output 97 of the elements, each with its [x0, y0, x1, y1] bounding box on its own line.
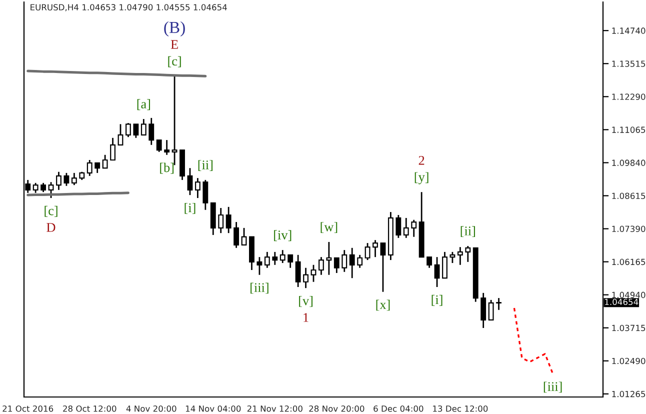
- candlestick: [110, 137, 116, 161]
- y-tick-label: 1.12290: [612, 94, 646, 100]
- annotation: [iii]: [544, 382, 562, 393]
- x-tick-label: 13 Dec 12:00: [433, 405, 488, 412]
- candlestick: [126, 122, 131, 138]
- annotation: [iv]: [274, 230, 292, 242]
- candlestick: [396, 214, 402, 239]
- y-tick-label: 1.09840: [612, 160, 646, 166]
- candlestick: [480, 292, 486, 329]
- annotation: [c]: [44, 206, 58, 217]
- annotation: [x]: [376, 300, 390, 311]
- y-tick-label: 1.01265: [612, 390, 646, 398]
- candlestick: [310, 264, 316, 283]
- text: 1.04654: [605, 298, 638, 306]
- candlestick: [40, 182, 46, 193]
- candlestick: [187, 167, 193, 196]
- candlestick: [442, 251, 448, 279]
- x-tick-label: 21 Oct 2016: [2, 405, 54, 412]
- candlestick: [133, 123, 139, 139]
- candlestick: [202, 179, 208, 211]
- y-tick-label: 1.06165: [612, 258, 646, 266]
- candlestick: [488, 299, 494, 321]
- candlestick: [465, 245, 471, 263]
- candlestick: [164, 139, 170, 156]
- annotation: [i]: [432, 294, 442, 306]
- y-tick-label: 1.14740: [612, 28, 646, 34]
- candlestick: [234, 221, 240, 249]
- candlestick: [32, 182, 38, 194]
- x-tick-label: 28 Oct 12:00: [63, 405, 116, 412]
- annotation: [b]: [160, 162, 174, 174]
- candlestick: [194, 177, 200, 199]
- candlestick: [434, 256, 440, 288]
- candlestick: [357, 254, 363, 269]
- x-tick-label: 28 Nov 20:00: [309, 405, 364, 412]
- y-tick-label: 1.03715: [612, 324, 646, 332]
- annotation: [ii]: [460, 226, 475, 238]
- annotation: [c]: [168, 56, 181, 68]
- x-tick-label: 4 Nov 20:00: [126, 405, 176, 412]
- candlestick: [172, 75, 178, 166]
- y-tick-label: 1.02490: [612, 358, 646, 364]
- annotation: [a]: [137, 99, 150, 110]
- candlestick: [380, 242, 386, 293]
- candlestick: [64, 172, 70, 187]
- candlestick: [295, 254, 301, 288]
- y-tick-label: 1.04940: [612, 292, 646, 298]
- x-tick-label: 21 Nov 12:00: [247, 405, 302, 412]
- chart-title: EURUSD,H4 1.04653 1.04790 1.04555 1.04654: [30, 4, 227, 12]
- annotation: [v]: [299, 296, 312, 307]
- candlestick: [457, 246, 463, 266]
- candlestick: [71, 172, 77, 186]
- candlestick: [403, 217, 409, 239]
- candlestick: [334, 257, 340, 274]
- candlestick: [280, 249, 286, 264]
- candlestick: [303, 267, 308, 289]
- candlestick: [140, 118, 146, 136]
- candlestick: [148, 117, 154, 146]
- annotation: [ii]: [198, 160, 212, 171]
- annotation: E: [170, 40, 178, 49]
- candlestick: [94, 162, 100, 174]
- annotation: [i]: [184, 202, 196, 214]
- y-tick-label: 1.13515: [612, 60, 646, 67]
- candlestick: [450, 251, 456, 264]
- candlestick: [226, 206, 232, 234]
- candlestick: [288, 254, 294, 269]
- candlestick: [218, 207, 224, 234]
- candlestick: [102, 154, 108, 169]
- candlestick: [118, 123, 124, 146]
- annotation: [y]: [414, 172, 428, 184]
- x-tick-label: 6 Dec 04:00: [374, 405, 424, 412]
- candlestick: [48, 181, 54, 199]
- annotation: 1: [304, 313, 308, 322]
- candlestick: [318, 256, 324, 276]
- y-tick-label: 1.07390: [612, 226, 646, 232]
- candlestick: [411, 219, 417, 238]
- annotation: (B): [164, 21, 185, 36]
- annotation: 2: [418, 156, 424, 165]
- candlestick: [426, 256, 432, 269]
- candlestick: [349, 247, 355, 279]
- candlestick: [264, 251, 270, 269]
- x-tick-label: 14 Nov 04:00: [186, 405, 241, 412]
- candlestick: [496, 297, 502, 311]
- candlestick: [364, 242, 370, 261]
- candlestick: [86, 159, 92, 177]
- candlestick: [56, 171, 62, 191]
- candlestick: [272, 251, 278, 266]
- y-tick-label: 1.08615: [612, 192, 646, 200]
- candlestick: [342, 249, 348, 273]
- annotation: [w]: [320, 222, 338, 234]
- candlestick: [256, 256, 262, 276]
- candlestick: [156, 139, 162, 153]
- candlestick: [326, 241, 332, 276]
- candlestick: [372, 239, 378, 258]
- candlestick: [241, 227, 247, 246]
- line-series: [513, 307, 554, 375]
- annotation: [iii]: [250, 282, 268, 294]
- y-tick-label: 1.11065: [612, 126, 646, 133]
- annotation: D: [46, 223, 56, 232]
